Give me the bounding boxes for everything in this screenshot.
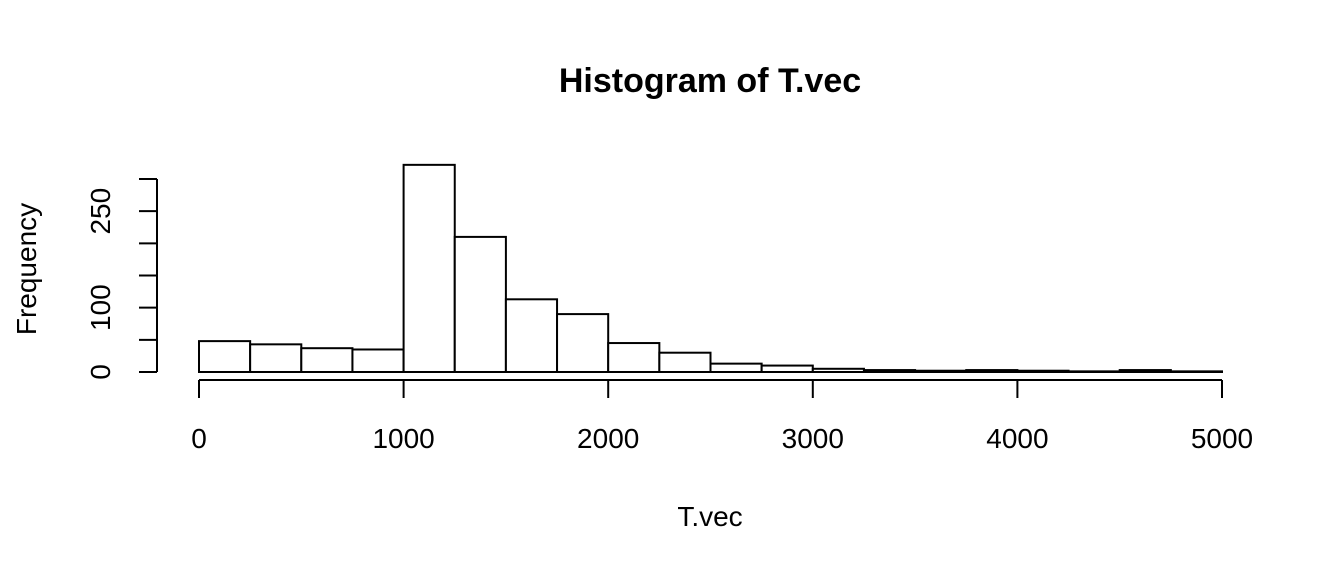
histogram-bar bbox=[914, 369, 968, 374]
y-tick-label: 250 bbox=[85, 188, 116, 235]
histogram-bar bbox=[760, 364, 814, 374]
histogram-bar bbox=[504, 298, 559, 374]
histogram-bars bbox=[198, 163, 1223, 374]
histogram-bar bbox=[351, 348, 405, 374]
histogram-bar bbox=[811, 367, 865, 373]
chart-title: Histogram of T.vec bbox=[559, 62, 861, 100]
x-tick-label: 2000 bbox=[577, 423, 639, 454]
x-axis-label: T.vec bbox=[677, 501, 742, 532]
y-axis-label: Frequency bbox=[11, 203, 42, 335]
histogram-bar bbox=[965, 369, 1019, 374]
x-tick-label: 0 bbox=[191, 423, 207, 454]
y-tick-label: 0 bbox=[85, 364, 116, 380]
histogram-bar bbox=[1016, 369, 1070, 374]
y-axis: 0 100 250 bbox=[85, 178, 158, 380]
x-tick-label: 3000 bbox=[782, 423, 844, 454]
histogram-bar bbox=[249, 343, 303, 374]
histogram-bar bbox=[1169, 370, 1223, 373]
x-tick-label: 1000 bbox=[372, 423, 434, 454]
histogram-bar bbox=[300, 347, 354, 373]
histogram-bar bbox=[556, 313, 610, 374]
histogram-bar bbox=[862, 369, 917, 374]
histogram-bar bbox=[607, 342, 661, 373]
x-tick-label: 5000 bbox=[1191, 423, 1253, 454]
y-tick-label: 100 bbox=[85, 284, 116, 331]
histogram-bar bbox=[402, 163, 456, 373]
histogram-bar bbox=[658, 351, 712, 374]
histogram-bar bbox=[709, 362, 763, 373]
x-axis: 0 1000 2000 3000 4000 5000 bbox=[191, 379, 1253, 454]
histogram-bar bbox=[1118, 369, 1172, 374]
x-tick-label: 4000 bbox=[986, 423, 1048, 454]
histogram-bar bbox=[1067, 370, 1121, 373]
histogram-bar bbox=[453, 235, 507, 373]
histogram-bar bbox=[198, 340, 252, 373]
